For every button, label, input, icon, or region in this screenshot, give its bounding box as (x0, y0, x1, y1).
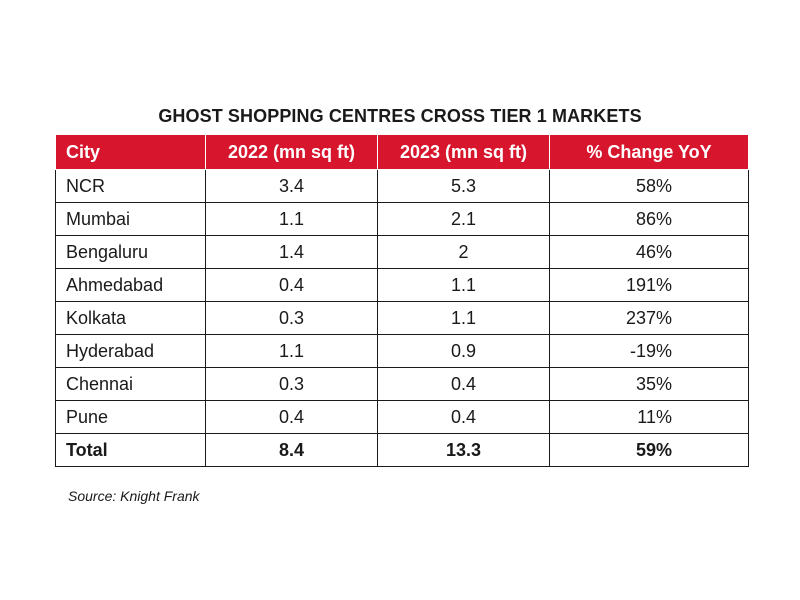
cell-2022: 0.3 (205, 301, 378, 335)
cell-2023: 0.9 (377, 334, 550, 368)
cell-2023: 1.1 (377, 301, 550, 335)
cell-city: Pune (55, 400, 206, 434)
cell-change: 11% (549, 400, 749, 434)
cell-2022: 1.1 (205, 202, 378, 236)
cell-city: NCR (55, 169, 206, 203)
cell-change: -19% (549, 334, 749, 368)
cell-2022: 0.3 (205, 367, 378, 401)
cell-city: Bengaluru (55, 235, 206, 269)
chart-title: GHOST SHOPPING CENTRES CROSS TIER 1 MARK… (158, 106, 642, 126)
total-change: 59% (549, 433, 749, 467)
table-row: Mumbai 1.1 2.1 86% (55, 202, 749, 236)
table-row: Kolkata 0.3 1.1 237% (55, 301, 749, 335)
cell-2022: 0.4 (205, 268, 378, 302)
cell-2023: 2.1 (377, 202, 550, 236)
column-header-city: City (55, 134, 206, 170)
table-row: Hyderabad 1.1 0.9 -19% (55, 334, 749, 368)
table-row: NCR 3.4 5.3 58% (55, 169, 749, 203)
cell-change: 191% (549, 268, 749, 302)
total-2023: 13.3 (377, 433, 550, 467)
cell-2022: 3.4 (205, 169, 378, 203)
cell-city: Mumbai (55, 202, 206, 236)
table-row: Ahmedabad 0.4 1.1 191% (55, 268, 749, 302)
cell-change: 35% (549, 367, 749, 401)
cell-2022: 1.1 (205, 334, 378, 368)
cell-city: Chennai (55, 367, 206, 401)
data-table: City 2022 (mn sq ft) 2023 (mn sq ft) % C… (55, 134, 749, 467)
table-row: Pune 0.4 0.4 11% (55, 400, 749, 434)
cell-2022: 1.4 (205, 235, 378, 269)
cell-change: 58% (549, 169, 749, 203)
table-row: Bengaluru 1.4 2 46% (55, 235, 749, 269)
total-row: Total 8.4 13.3 59% (55, 433, 749, 467)
table-body: NCR 3.4 5.3 58% Mumbai 1.1 2.1 86% Bengaluru 1.4 2… (55, 169, 749, 467)
cell-change: 237% (549, 301, 749, 335)
cell-2022: 0.4 (205, 400, 378, 434)
cell-city: Hyderabad (55, 334, 206, 368)
cell-city: Ahmedabad (55, 268, 206, 302)
cell-2023: 0.4 (377, 367, 550, 401)
table-row: Chennai 0.3 0.4 35% (55, 367, 749, 401)
cell-2023: 1.1 (377, 268, 550, 302)
cell-2023: 5.3 (377, 169, 550, 203)
cell-change: 46% (549, 235, 749, 269)
column-header-2022: 2022 (mn sq ft) (205, 134, 378, 170)
column-header-change: % Change YoY (549, 134, 749, 170)
total-label: Total (55, 433, 206, 467)
header-row: City 2022 (mn sq ft) 2023 (mn sq ft) % C… (55, 134, 749, 170)
total-2022: 8.4 (205, 433, 378, 467)
source-note: Source: Knight Frank (68, 488, 200, 504)
cell-change: 86% (549, 202, 749, 236)
cell-2023: 2 (377, 235, 550, 269)
cell-2023: 0.4 (377, 400, 550, 434)
cell-city: Kolkata (55, 301, 206, 335)
column-header-2023: 2023 (mn sq ft) (377, 134, 550, 170)
